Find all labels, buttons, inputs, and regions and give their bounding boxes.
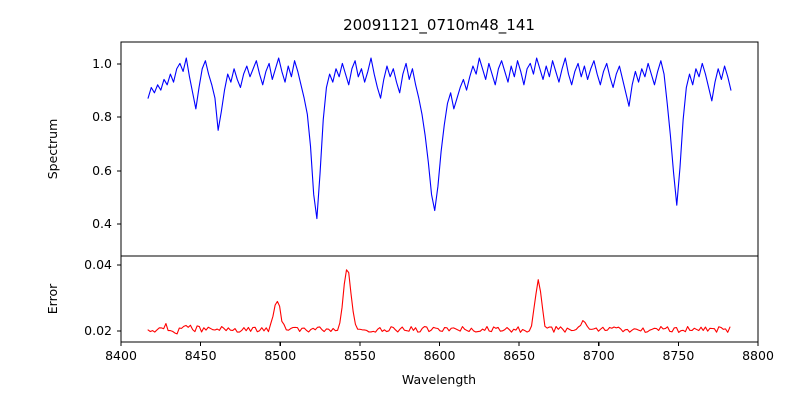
spectrum-ytick-label-0.4: 0.4	[92, 216, 112, 231]
wavelength-axis-label: Wavelength	[402, 372, 476, 387]
spectrum-panel: 1.0 0.8 0.6 0.4 Spectrum	[45, 41, 759, 257]
spectrum-data-line	[147, 57, 732, 220]
error-data-line	[147, 269, 731, 335]
xtick-label-8700: 8700	[583, 348, 615, 363]
spectrum-y-ticks	[117, 63, 121, 225]
page-title: 20091121_0710m48_141	[343, 16, 535, 35]
error-axis-label: Error	[45, 283, 60, 314]
xtick-label-8500: 8500	[264, 348, 296, 363]
error-ytick-label-0.04: 0.04	[84, 257, 112, 272]
xtick-label-8400: 8400	[105, 348, 137, 363]
xtick-label-8550: 8550	[344, 348, 376, 363]
spectrum-axis-label: Spectrum	[45, 119, 60, 180]
spectrum-panel-frame	[120, 41, 759, 257]
error-panel: 0.04 0.02 Error 8400 8450 8500 8550 8600 8650…	[45, 255, 774, 387]
xtick-label-8600: 8600	[424, 348, 456, 363]
spectrum-ytick-label-1.0: 1.0	[92, 56, 112, 71]
error-y-ticks	[117, 264, 121, 332]
xtick-label-8750: 8750	[662, 348, 694, 363]
error-x-ticks	[120, 342, 759, 346]
xtick-label-8650: 8650	[503, 348, 535, 363]
xtick-label-8800: 8800	[742, 348, 774, 363]
xtick-label-8450: 8450	[185, 348, 217, 363]
error-x-tick-labels: 8400 8450 8500 8550 8600 8650 8700 8750 8800	[105, 348, 774, 363]
spectrum-ytick-label-0.8: 0.8	[92, 109, 112, 124]
error-ytick-label-0.02: 0.02	[84, 323, 112, 338]
spectrum-ytick-label-0.6: 0.6	[92, 163, 112, 178]
